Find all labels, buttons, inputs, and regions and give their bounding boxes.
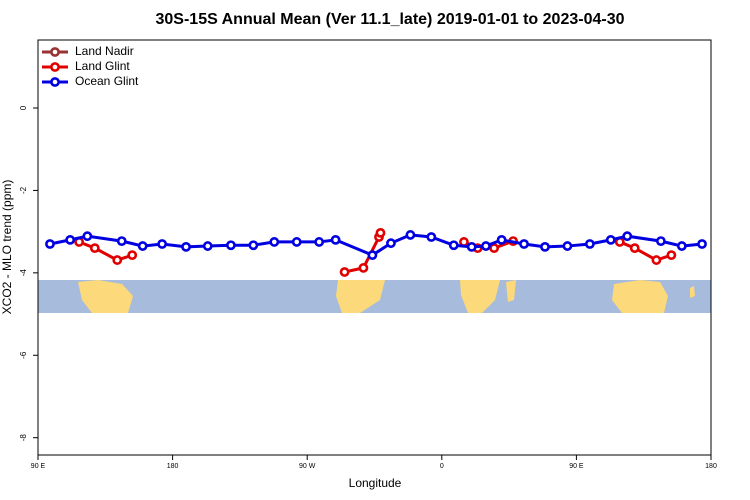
x-tick-label: 90 W — [299, 463, 316, 470]
data-point — [651, 255, 662, 265]
data-point — [655, 236, 666, 247]
data-point — [82, 231, 93, 242]
data-point — [519, 239, 529, 249]
data-point — [562, 241, 573, 251]
data-point — [622, 231, 633, 242]
plot-frame — [37, 39, 712, 456]
y-tick-label: -2 — [19, 186, 28, 194]
y-tick-label: -8 — [19, 434, 28, 442]
data-point — [181, 241, 191, 252]
data-point — [339, 267, 350, 277]
data-point — [481, 241, 491, 251]
data-point — [676, 241, 687, 251]
y-tick-label: -6 — [19, 351, 28, 359]
data-point — [157, 239, 168, 249]
land — [336, 280, 385, 313]
data-point — [226, 240, 236, 251]
data-point — [116, 236, 127, 247]
x-tick-label: 180 — [705, 463, 717, 470]
data-point — [202, 241, 213, 251]
data-point — [89, 243, 100, 254]
data-point — [375, 227, 386, 238]
x-tick-label: 90 E — [31, 463, 46, 470]
data-point — [426, 232, 437, 242]
data-point — [291, 237, 302, 247]
data-point — [666, 250, 677, 261]
data-point — [489, 243, 500, 254]
map-band — [38, 280, 711, 313]
data-point — [496, 234, 507, 245]
legend-marker — [50, 62, 60, 72]
data-point — [466, 241, 477, 252]
data-point — [137, 241, 148, 251]
land — [78, 280, 133, 313]
y-tick-label: 0 — [19, 105, 28, 110]
x-tick-label: 0 — [440, 463, 444, 470]
data-point — [45, 239, 55, 249]
data-point — [405, 230, 416, 240]
data-point — [314, 237, 325, 247]
y-tick-label: -4 — [19, 269, 28, 277]
data-point — [330, 234, 341, 245]
data-point — [386, 238, 396, 249]
land — [612, 280, 668, 313]
data-point — [112, 255, 123, 265]
x-tick-label: 90 E — [569, 463, 584, 470]
data-point — [269, 237, 280, 247]
chart-title: 30S-15S Annual Mean (Ver 11.1_late) 2019… — [156, 11, 625, 28]
data-point — [584, 239, 595, 249]
land — [460, 280, 500, 313]
legend-label: Ocean Glint — [75, 74, 139, 88]
data-point — [540, 241, 550, 252]
data-point — [358, 262, 369, 273]
data-point — [605, 234, 616, 245]
y-axis-label: XCO2 - MLO trend (ppm) — [0, 180, 14, 315]
legend-label: Land Nadir — [75, 44, 134, 58]
legend-marker — [50, 77, 60, 87]
series-line — [78, 240, 133, 262]
data-point — [629, 243, 640, 254]
series-line — [619, 240, 672, 262]
data-point — [65, 234, 76, 245]
land — [690, 286, 695, 298]
data-point — [248, 240, 259, 251]
x-axis-label: Longitude — [349, 476, 402, 490]
land — [506, 280, 516, 302]
legend-label: Land Glint — [75, 59, 130, 73]
data-point — [127, 250, 138, 261]
data-point — [367, 250, 378, 261]
x-tick-label: 180 — [167, 463, 179, 470]
data-point — [697, 239, 707, 249]
data-point — [448, 240, 459, 251]
legend-marker — [50, 47, 60, 57]
